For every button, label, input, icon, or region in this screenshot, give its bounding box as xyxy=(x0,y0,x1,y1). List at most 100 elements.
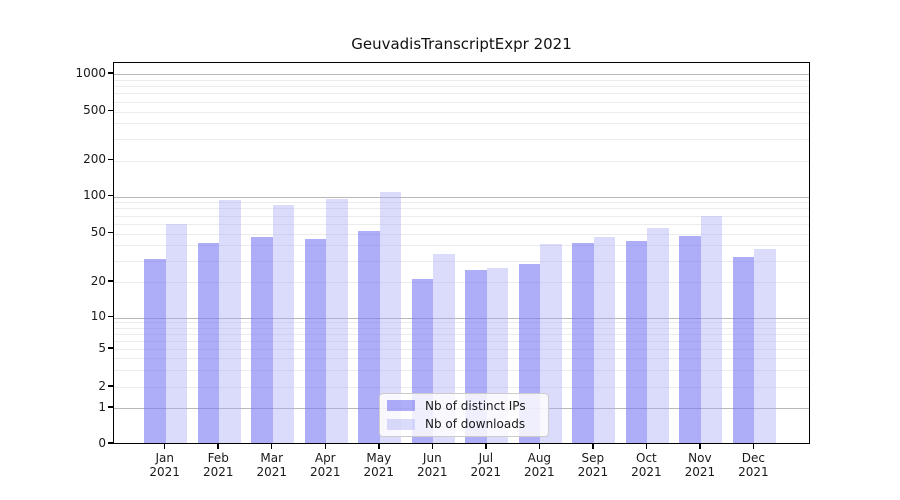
x-tick-month: Jul xyxy=(478,451,494,465)
x-tick-year: 2021 xyxy=(149,465,180,479)
gridline-minor-9 xyxy=(114,322,809,324)
x-tick-month: Feb xyxy=(207,451,229,465)
gridline-minor-8 xyxy=(114,327,809,329)
x-tick-month: Sep xyxy=(581,451,605,465)
gridline-minor-900 xyxy=(114,79,809,81)
x-tick-month: Nov xyxy=(688,451,712,465)
gridline-major-1000 xyxy=(114,74,809,75)
gridline-minor-500 xyxy=(114,111,809,113)
gridline-minor-5 xyxy=(114,349,809,350)
y-tick-label-1000: 1000 xyxy=(75,65,106,80)
x-tick-label-dec: Dec 2021 xyxy=(721,451,785,479)
bar-downloads-may xyxy=(379,191,402,443)
legend-label-downloads: Nb of downloads xyxy=(425,417,526,432)
x-tick-label-nov: Nov 2021 xyxy=(668,451,732,479)
gridline-minor-40 xyxy=(114,245,809,247)
bar-ips-mar xyxy=(251,236,273,443)
y-tick-label-2: 2 xyxy=(98,378,106,393)
legend-item-downloads: Nb of downloads xyxy=(387,415,542,433)
x-tick-mark-oct xyxy=(645,444,648,449)
x-tick-year: 2021 xyxy=(684,465,716,479)
bar-ips-dec xyxy=(732,257,755,443)
x-tick-year: 2021 xyxy=(738,465,769,479)
bar-ips-jan xyxy=(144,258,166,443)
x-tick-month: Mar xyxy=(260,451,284,465)
x-tick-label-may: May 2021 xyxy=(347,451,411,479)
gridline-minor-60 xyxy=(114,223,809,225)
y-tick-mark-5 xyxy=(108,347,113,349)
gridline-minor-600 xyxy=(114,101,809,103)
gridline-minor-400 xyxy=(114,123,809,125)
x-tick-mark-dec xyxy=(752,444,755,449)
gridline-minor-30 xyxy=(114,260,809,262)
x-tick-year: 2021 xyxy=(363,465,395,479)
x-tick-year: 2021 xyxy=(470,465,502,479)
plot-area: Nb of distinct IPs Nb of downloads xyxy=(113,62,810,444)
y-tick-mark-0 xyxy=(108,442,113,444)
gridline-minor-300 xyxy=(114,138,809,140)
y-tick-mark-100 xyxy=(108,194,113,197)
gridline-minor-90 xyxy=(114,202,809,204)
y-tick-label-10: 10 xyxy=(90,309,106,323)
x-tick-label-oct: Oct 2021 xyxy=(614,451,678,479)
y-tick-mark-20 xyxy=(108,280,113,282)
x-tick-mark-may xyxy=(378,444,380,449)
bar-downloads-sep xyxy=(593,236,616,443)
bar-downloads-oct xyxy=(647,228,669,443)
bar-ips-nov xyxy=(679,235,701,443)
gridline-minor-50 xyxy=(114,233,809,235)
y-tick-label-0: 0 xyxy=(98,435,106,450)
gridline-minor-2 xyxy=(114,387,809,388)
x-tick-mark-apr xyxy=(324,444,326,449)
x-tick-month: Jun xyxy=(422,451,442,465)
chart-title: GeuvadisTranscriptExpr 2021 xyxy=(351,35,572,53)
y-tick-mark-1000 xyxy=(108,72,113,74)
bar-ips-oct xyxy=(625,241,648,443)
gridline-minor-6 xyxy=(114,340,809,342)
x-tick-mark-nov xyxy=(699,444,701,449)
y-tick-label-1: 1 xyxy=(98,399,106,414)
y-tick-mark-10 xyxy=(108,315,113,318)
x-tick-mark-jun xyxy=(431,444,434,449)
bar-downloads-jan xyxy=(165,223,188,443)
y-tick-mark-1 xyxy=(108,406,113,408)
x-tick-year: 2021 xyxy=(309,465,341,479)
x-tick-mark-jan xyxy=(163,444,166,449)
x-tick-label-jan: Jan 2021 xyxy=(133,451,197,479)
x-tick-label-sep: Sep 2021 xyxy=(561,451,625,479)
x-tick-mark-aug xyxy=(538,444,541,449)
x-tick-month: May xyxy=(366,451,392,465)
y-tick-label-200: 200 xyxy=(83,152,106,166)
y-tick-mark-2 xyxy=(108,385,113,387)
legend-item-distinct-ips: Nb of distinct IPs xyxy=(387,397,542,415)
x-tick-year: 2021 xyxy=(524,465,555,479)
bar-ips-feb xyxy=(197,242,220,443)
x-tick-year: 2021 xyxy=(631,465,662,479)
x-tick-year: 2021 xyxy=(202,465,234,479)
x-tick-month: Oct xyxy=(636,451,657,465)
x-tick-month: Apr xyxy=(314,451,336,465)
x-tick-label-jun: Jun 2021 xyxy=(400,451,464,479)
y-tick-mark-200 xyxy=(108,158,113,161)
gridline-minor-4 xyxy=(114,358,809,360)
legend-swatch-downloads-icon xyxy=(387,418,415,430)
y-tick-label-500: 500 xyxy=(83,103,106,117)
x-tick-year: 2021 xyxy=(577,465,609,479)
legend-label-distinct-ips: Nb of distinct IPs xyxy=(425,398,526,413)
y-tick-label-5: 5 xyxy=(98,340,106,355)
x-tick-label-apr: Apr 2021 xyxy=(293,451,357,479)
gridline-minor-20 xyxy=(114,282,809,283)
x-tick-mark-feb xyxy=(217,444,219,449)
bar-downloads-nov xyxy=(700,215,723,443)
legend: Nb of distinct IPs Nb of downloads xyxy=(379,393,549,437)
x-tick-label-mar: Mar 2021 xyxy=(240,451,304,479)
x-tick-label-jul: Jul 2021 xyxy=(454,451,518,479)
gridline-minor-70 xyxy=(114,215,809,217)
gridline-major-100 xyxy=(114,196,809,198)
y-tick-label-20: 20 xyxy=(90,273,106,288)
x-tick-mark-mar xyxy=(270,444,273,449)
gridline-minor-700 xyxy=(114,93,809,95)
y-tick-mark-50 xyxy=(108,231,113,234)
x-tick-month: Dec xyxy=(741,451,766,465)
